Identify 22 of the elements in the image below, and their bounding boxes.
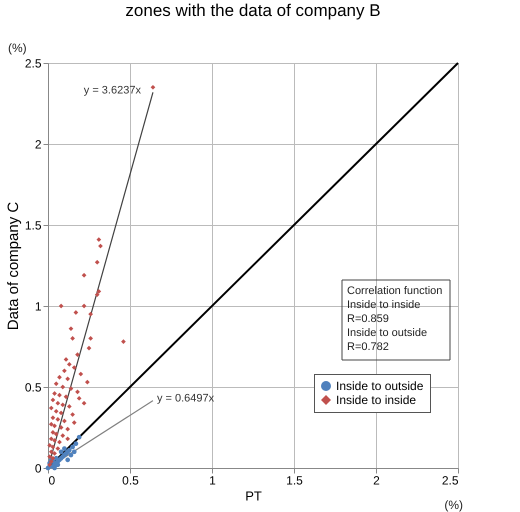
y-tick-label: 0	[34, 462, 42, 476]
y-tick-label: 1	[34, 300, 42, 314]
legend-label: Inside to outside	[336, 379, 424, 393]
y-tick-label: 2	[34, 138, 42, 152]
y-tick-label: 1.5	[24, 218, 42, 232]
y-tick-label: 2.5	[24, 56, 42, 70]
series-label: y = 3.6237x	[84, 84, 142, 96]
x-tick-label: 1.5	[286, 474, 304, 488]
text: (%)	[8, 41, 27, 55]
series-label: y = 0.6497x	[156, 392, 215, 405]
x-tick-label: 1	[209, 474, 216, 488]
chart-title: zones with the data of company B	[125, 1, 381, 20]
x-tick-label: 0.5	[122, 474, 140, 488]
annotation: Correlation function Inside to inside R=0.859 Inside to outside R=0.782	[347, 285, 442, 353]
text: (%)	[444, 498, 463, 512]
y-axis-title: Data of company C	[4, 202, 22, 330]
y-tick-label: 0.5	[24, 380, 42, 394]
x-tick-label: 2.5	[442, 474, 459, 488]
legend-label: Inside to inside	[336, 393, 416, 407]
x-tick-label: 0	[48, 474, 56, 488]
x-tick-label: 2	[373, 474, 380, 488]
x-axis-title: PT	[245, 488, 262, 504]
